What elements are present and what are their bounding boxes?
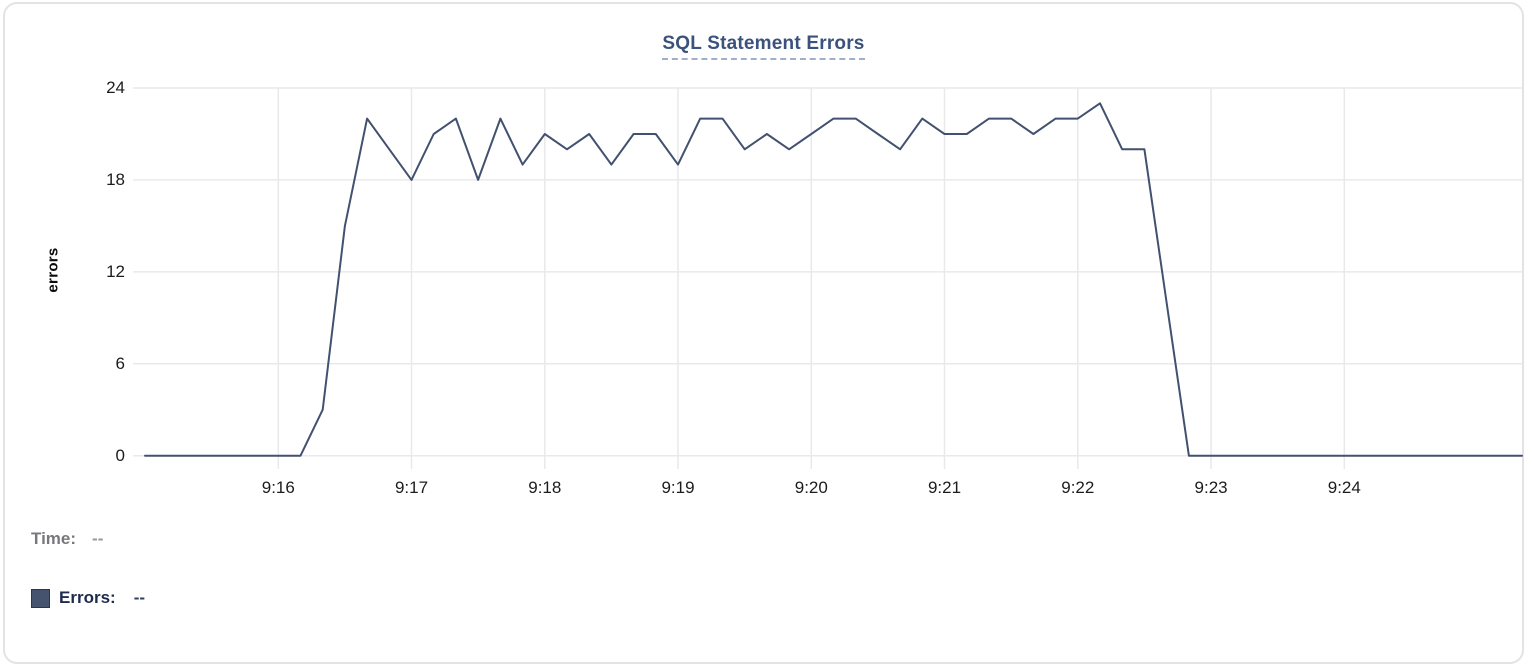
x-tick-label: 9:24: [1327, 478, 1361, 497]
chart-header: SQL Statement Errors: [5, 33, 1522, 60]
time-readout-label: Time:: [31, 529, 77, 548]
errors-series-swatch: [31, 588, 50, 608]
chart-card: SQL Statement Errors 0 6 12 18 24 9:16 9:17 9:…: [3, 2, 1524, 664]
y-tick-label: 6: [115, 353, 125, 373]
x-tick-label: 9:20: [794, 478, 828, 497]
hover-readout-errors: Errors: --: [31, 588, 145, 608]
y-tick-label: 24: [106, 78, 125, 97]
x-tick-label: 9:17: [394, 478, 429, 497]
chart-title[interactable]: SQL Statement Errors: [662, 33, 865, 60]
hover-readout-time: Time: --: [31, 529, 103, 549]
x-tick-label: 9:21: [927, 478, 962, 497]
y-tick-label: 0: [115, 445, 125, 465]
x-tick-label: 9:22: [1061, 478, 1095, 497]
line-chart-plot-area[interactable]: [5, 4, 1528, 656]
x-tick-label: 9:16: [261, 478, 295, 497]
time-readout-value: --: [92, 529, 104, 548]
y-tick-label: 18: [106, 169, 125, 189]
errors-readout-value: --: [133, 588, 146, 607]
y-axis-title: errors: [44, 247, 62, 293]
errors-series-line: [144, 102, 1523, 457]
x-tick-label: 9:18: [528, 478, 562, 497]
x-tick-label: 9:19: [661, 478, 695, 497]
y-tick-label: 12: [106, 261, 125, 281]
x-tick-label: 9:23: [1194, 478, 1228, 497]
errors-readout-label: Errors:: [59, 588, 116, 607]
